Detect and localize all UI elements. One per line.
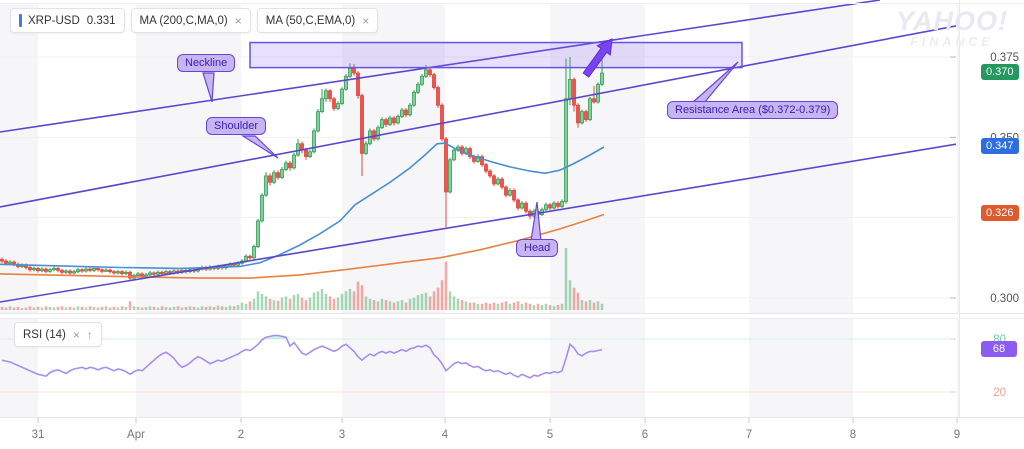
- svg-text:6: 6: [642, 429, 648, 441]
- time-axis[interactable]: 31 Apr 2 3 4 5 6 7 8 9: [32, 418, 961, 441]
- day-bands: [0, 4, 960, 418]
- pane-borders: [0, 0, 1024, 418]
- last-price-badge: 0.370: [981, 64, 1019, 81]
- symbol-legend-chip[interactable]: XRP-USD 0.331: [10, 8, 125, 33]
- trendlines[interactable]: [0, 0, 1024, 303]
- svg-text:4: 4: [442, 429, 449, 441]
- ma50-value-badge: 0.347: [981, 137, 1019, 154]
- candlesticks: [0, 57, 604, 281]
- symbol-accent-bar: [19, 14, 22, 27]
- symbol-label: XRP-USD: [28, 14, 80, 27]
- ma50-line: [0, 142, 605, 270]
- svg-text:2: 2: [238, 429, 244, 441]
- svg-text:3: 3: [339, 429, 345, 441]
- neckline-callout[interactable]: Neckline: [177, 54, 236, 72]
- ma200-value-badge: 0.326: [981, 205, 1019, 222]
- shoulder-callout[interactable]: Shoulder: [206, 117, 267, 135]
- legend-row: XRP-USD 0.331 MA (200,C,MA,0) × MA (50,C…: [10, 8, 379, 33]
- svg-text:5: 5: [547, 429, 553, 441]
- volume-bars: [0, 248, 604, 310]
- resistance-callout[interactable]: Resistance Area ($0.372-0.379): [667, 101, 839, 119]
- svg-text:7: 7: [746, 429, 752, 441]
- head-callout[interactable]: Head: [516, 239, 559, 257]
- breakout-arrow[interactable]: [582, 38, 613, 78]
- svg-text:8: 8: [850, 429, 856, 441]
- svg-text:0.300: 0.300: [990, 293, 1019, 305]
- rsi-legend-chip[interactable]: RSI (14) × ↑: [14, 322, 102, 347]
- ma200-legend-chip[interactable]: MA (200,C,MA,0) ×: [130, 8, 251, 33]
- rsi-close-icon[interactable]: ×: [72, 327, 80, 342]
- svg-text:9: 9: [954, 429, 960, 441]
- rsi-label: RSI (14): [23, 328, 66, 341]
- rsi-move-up-icon[interactable]: ↑: [86, 327, 93, 342]
- resistance-zone[interactable]: [249, 41, 743, 69]
- ma50-close-icon[interactable]: ×: [362, 13, 370, 28]
- svg-text:20: 20: [993, 387, 1006, 399]
- ma200-line: [0, 213, 605, 279]
- price-gridlines: [0, 56, 956, 393]
- svg-text:0.375: 0.375: [990, 52, 1019, 64]
- rsi-line: [1, 334, 603, 379]
- rsi-value-badge: 68: [981, 340, 1017, 357]
- svg-text:Apr: Apr: [127, 429, 145, 441]
- ma50-label: MA (50,C,EMA,0): [265, 14, 356, 27]
- svg-text:31: 31: [32, 429, 45, 441]
- ma200-label: MA (200,C,MA,0): [139, 14, 228, 27]
- symbol-price-value: 0.331: [86, 14, 116, 27]
- ma200-close-icon[interactable]: ×: [234, 13, 242, 28]
- ma50-legend-chip[interactable]: MA (50,C,EMA,0) ×: [256, 8, 379, 33]
